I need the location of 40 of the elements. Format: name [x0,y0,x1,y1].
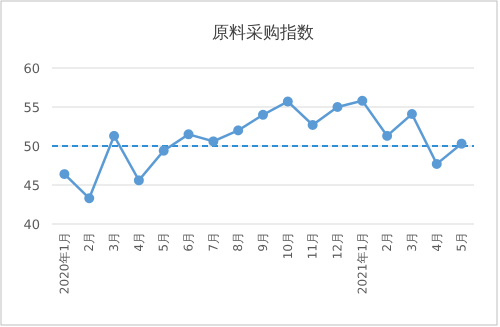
x-tick-label: 7月 [206,232,220,252]
point [109,130,120,141]
y-tick-label: 45 [23,179,40,194]
x-tick-label: 12月 [330,232,344,260]
x-tick-label: 2月 [82,232,96,252]
y-tick-label: 60 [23,62,40,77]
x-tick-label: 2021年1月 [355,232,370,294]
point [332,102,342,112]
x-tick-label: 2020年1月 [57,232,72,294]
x-tick-label: 3月 [107,232,122,252]
point [134,175,144,186]
point [258,110,268,120]
x-tick-label: 5月 [156,232,171,252]
point [432,158,442,169]
y-tick-label: 50 [23,140,40,155]
x-tick-label: 8月 [231,232,246,252]
x-tick-label: 6月 [182,232,196,252]
x-tick-label: 4月 [430,232,444,252]
point [59,169,70,180]
x-tick-label: 4月 [132,232,146,252]
point [84,193,94,204]
point [308,120,318,130]
point [406,109,417,120]
chart-title: 原料采购指数 [212,23,314,43]
x-tick-label: 9月 [256,232,270,252]
point [382,130,392,141]
x-tick-label: 10月 [280,232,295,260]
point [184,129,194,140]
y-tick-label: 40 [23,218,40,233]
point [208,136,218,146]
point [456,138,467,149]
y-tick-label: 55 [23,101,40,116]
x-tick-label: 11月 [306,232,320,260]
x-tick-label: 3月 [404,232,419,252]
point [357,96,368,106]
x-tick-label: 2月 [380,232,394,252]
point [282,96,293,107]
point [233,125,244,136]
x-tick-label: 5月 [454,232,469,252]
point [158,146,169,156]
